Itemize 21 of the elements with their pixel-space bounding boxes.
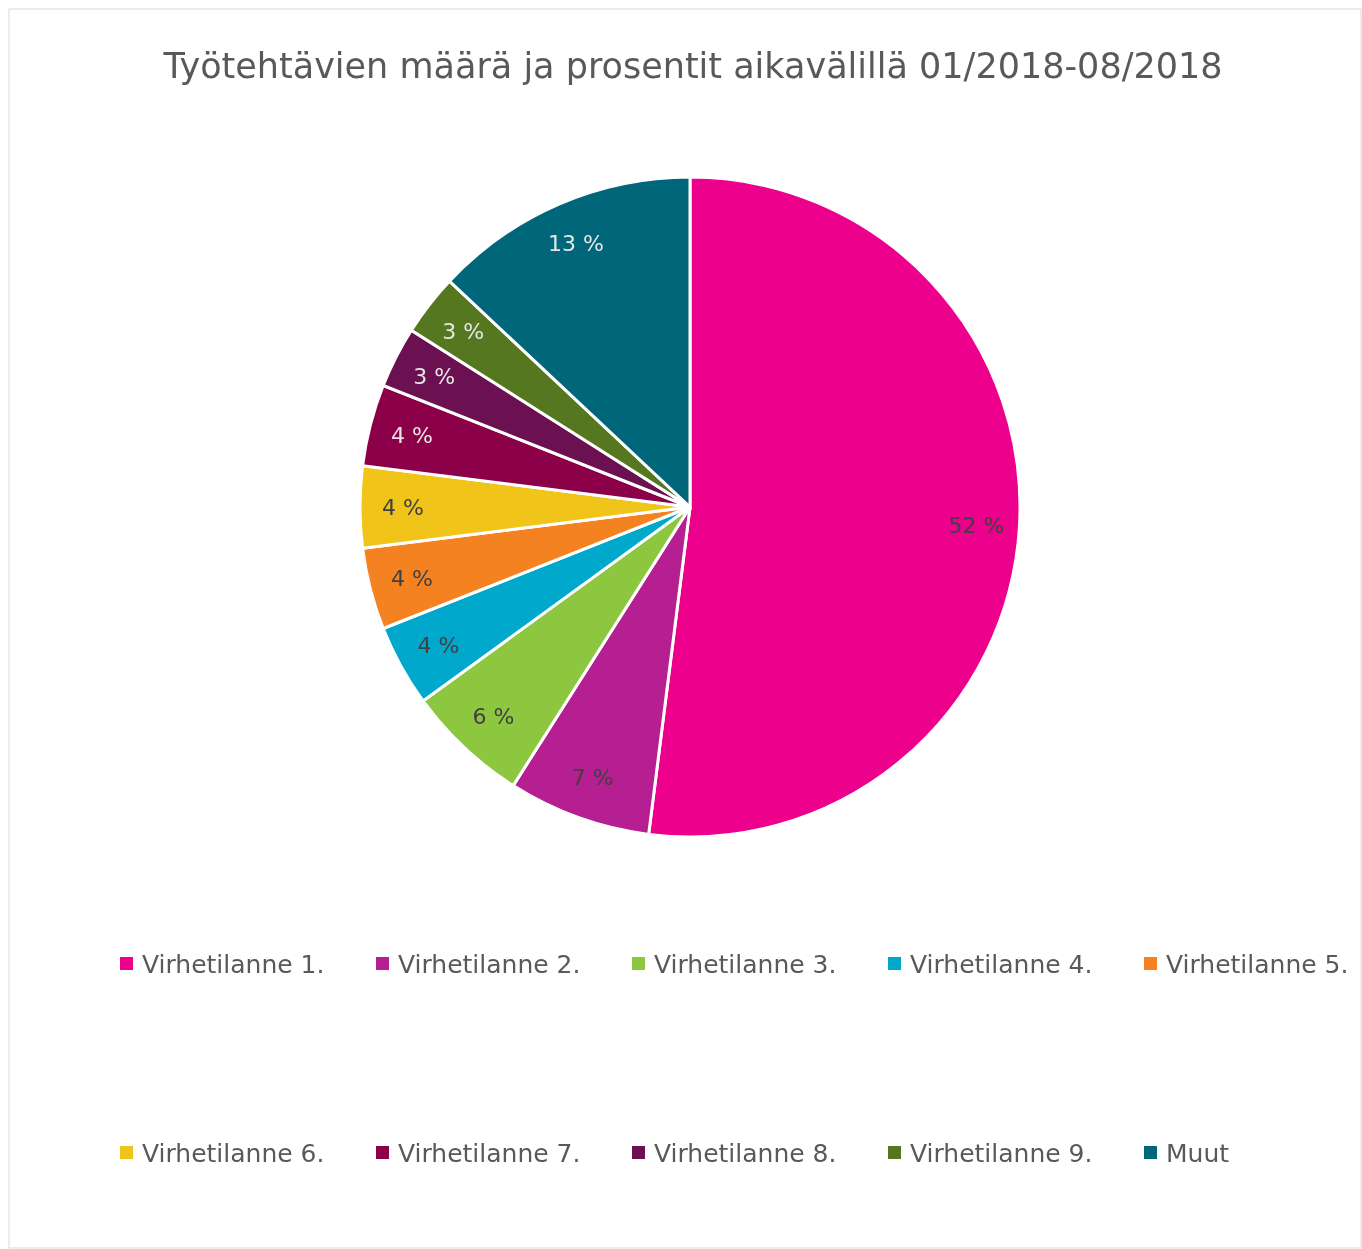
legend-label: Virhetilanne 2. xyxy=(398,949,581,979)
data-label: 6 % xyxy=(472,703,515,729)
data-label: 4 % xyxy=(390,423,433,449)
data-label: 4 % xyxy=(390,565,433,591)
data-label: 52 % xyxy=(948,512,1005,538)
legend-label: Virhetilanne 5. xyxy=(1166,949,1349,979)
data-label: 3 % xyxy=(442,318,485,344)
data-label: 4 % xyxy=(417,632,460,658)
chart-title: Työtehtävien määrä ja prosentit aikavälillä 01/2018-08/2018 xyxy=(162,46,1223,86)
legend-label: Virhetilanne 4. xyxy=(910,949,1093,979)
data-label: 3 % xyxy=(413,364,456,390)
legend-label: Virhetilanne 6. xyxy=(142,1138,325,1168)
legend-label: Virhetilanne 1. xyxy=(142,949,325,979)
data-label: 7 % xyxy=(571,764,614,790)
data-label: 4 % xyxy=(381,494,424,520)
legend-label: Muut xyxy=(1166,1138,1230,1168)
legend-label: Virhetilanne 3. xyxy=(654,949,837,979)
legend-label: Virhetilanne 8. xyxy=(654,1138,837,1168)
data-label: 13 % xyxy=(548,231,604,257)
legend-label: Virhetilanne 9. xyxy=(910,1138,1093,1168)
legend-label: Virhetilanne 7. xyxy=(398,1138,581,1168)
